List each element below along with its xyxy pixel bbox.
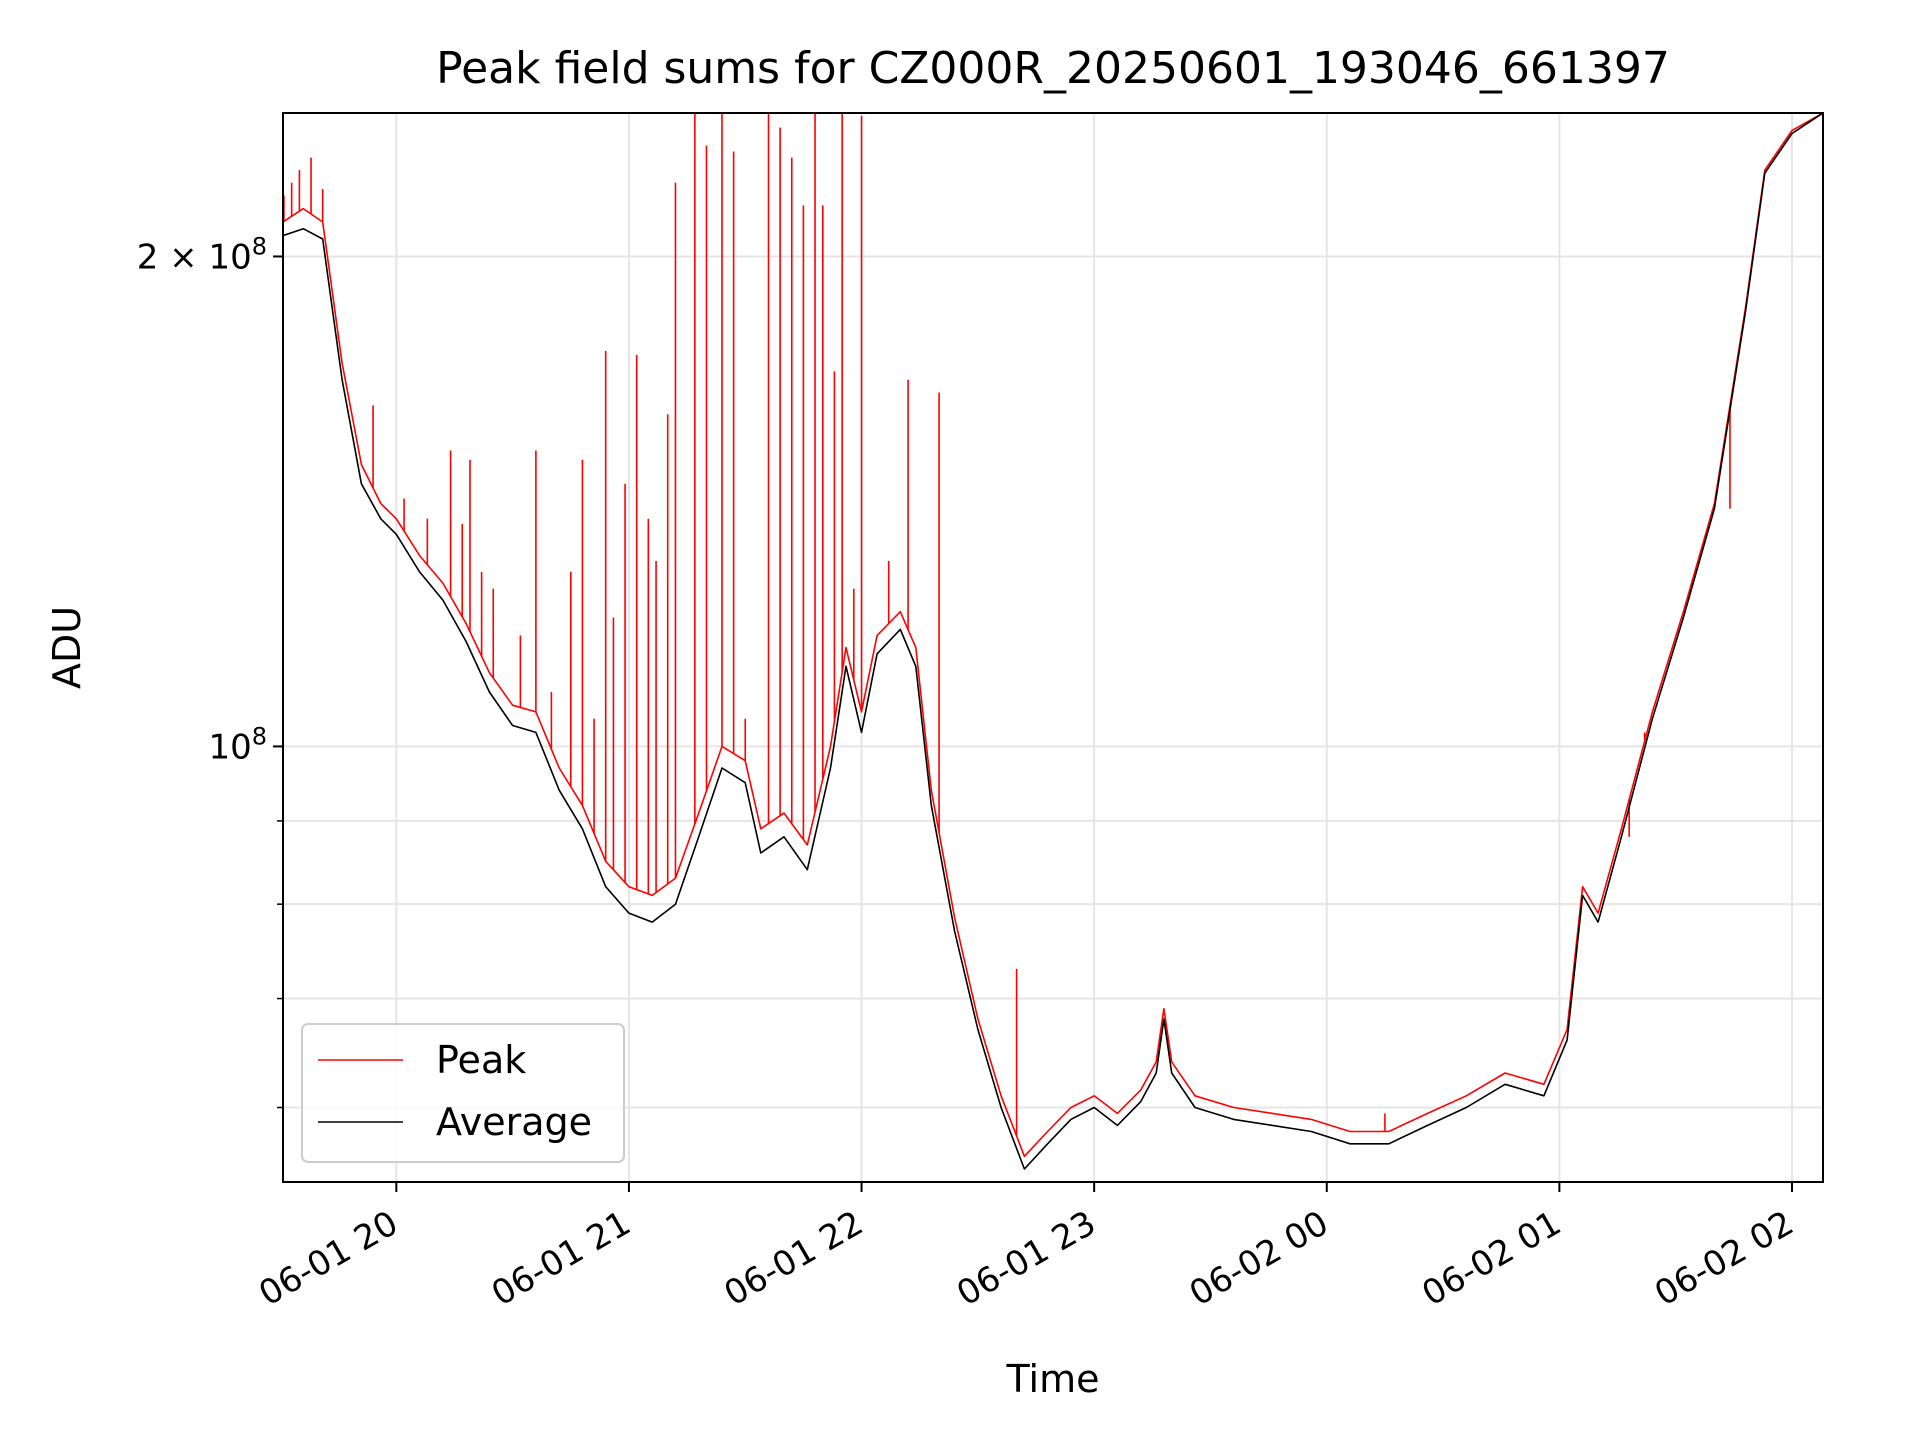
series-line-average (283, 113, 1823, 1170)
legend: Peak Average (301, 1023, 625, 1163)
chart-title: Peak field sums for CZ000R_20250601_1930… (436, 43, 1670, 94)
x-axis-label: Time (1006, 1357, 1100, 1401)
grid (283, 113, 1823, 1182)
legend-box (301, 1023, 625, 1163)
legend-label-average: Average (436, 1100, 592, 1144)
legend-label-peak: Peak (436, 1038, 526, 1082)
series-line-peak (283, 113, 1823, 1158)
y-tick-label: 2 × 108 (137, 232, 267, 277)
plot-frame (282, 112, 1824, 1183)
y-axis-label: ADU (45, 606, 89, 689)
y-tick-label: 108 (208, 722, 267, 767)
series-layer (283, 113, 1823, 1170)
